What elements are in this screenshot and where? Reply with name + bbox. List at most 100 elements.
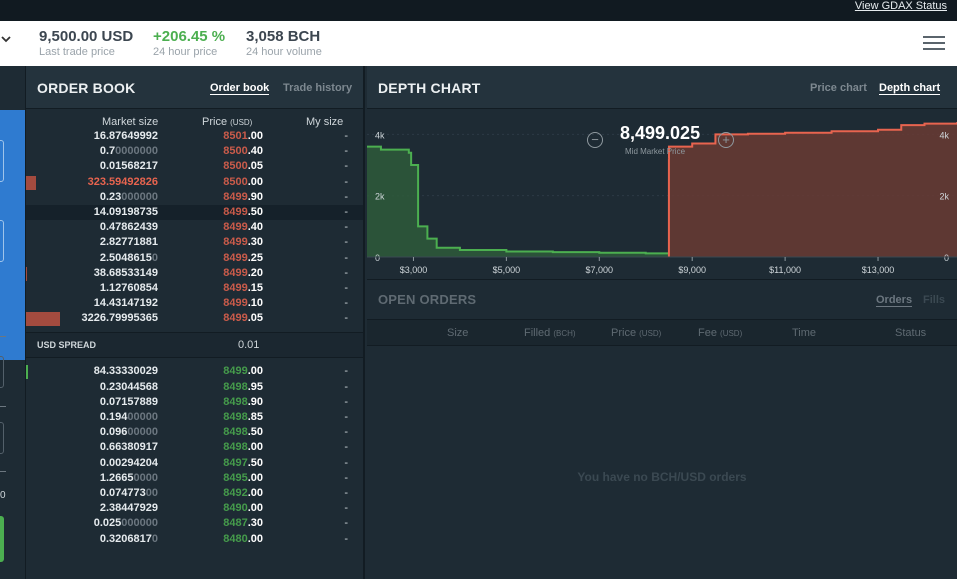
order-book-row[interactable]: 1.26650000 8495.00 - — [26, 471, 363, 486]
open-orders-col: Filled (BCH) — [524, 327, 576, 339]
order-book-row[interactable]: 0.70000000 8500.40 - — [26, 144, 363, 159]
form-input-box[interactable] — [0, 140, 4, 182]
tab-price-chart[interactable]: Price chart — [810, 82, 867, 94]
price-decimals: .30 — [247, 517, 263, 530]
col-label: Time — [792, 327, 817, 339]
zoom-in-icon[interactable]: + — [718, 132, 734, 148]
order-book-row[interactable]: 84.33330029 8499.00 - — [26, 364, 363, 380]
size-trailing-zeros: 00000 — [127, 411, 158, 423]
order-book-row[interactable]: 323.59492826 8500.00 - — [26, 175, 363, 190]
order-book-row[interactable]: 14.09198735 8499.50 - — [26, 204, 363, 221]
row-my-size: - — [344, 221, 348, 234]
price-integer: 8499 — [223, 236, 248, 249]
form-input-box[interactable] — [0, 220, 4, 262]
chevron-down-icon[interactable] — [0, 33, 14, 47]
size-digits: 1.2665 — [99, 471, 134, 484]
size-digits: 0.23 — [99, 190, 122, 203]
divider — [0, 406, 6, 407]
order-book-row[interactable]: 0.19400000 8498.85 - — [26, 410, 363, 425]
price-decimals: .40 — [247, 145, 263, 158]
row-price: 8499.00 — [223, 364, 263, 379]
size-digits: 2.5048615 — [99, 251, 152, 264]
row-price: 8498.85 — [223, 410, 263, 425]
price-integer: 8501 — [223, 130, 248, 142]
row-my-size: - — [344, 130, 348, 142]
zoom-out-icon[interactable]: − — [587, 132, 603, 148]
y-tick-label-right: 0 — [944, 253, 949, 263]
view-gdax-status-link[interactable]: View GDAX Status — [854, 0, 947, 12]
tab-fills[interactable]: Fills — [923, 294, 946, 306]
open-orders-col: Time — [792, 327, 816, 339]
row-my-size: - — [344, 205, 348, 218]
col-label: Fee — [698, 327, 717, 339]
depth-chart-svg[interactable]: 0 0 2k 2k 4k 4k $3,000 $5,000 $7,000 $9,000 $11,00… — [367, 109, 957, 279]
row-market-size: 1.26650000 — [100, 471, 158, 486]
row-my-size: - — [344, 175, 348, 188]
size-trailing-zeros: 000000 — [121, 190, 158, 203]
price-integer: 8490 — [223, 502, 248, 515]
row-my-size: - — [344, 486, 348, 499]
row-my-size: - — [344, 145, 348, 158]
y-tick-label-right: 2k — [939, 192, 949, 202]
order-book-row[interactable]: 14.43147192 8499.10 - — [26, 296, 363, 311]
price-integer: 8497 — [223, 456, 248, 469]
row-market-size: 0.47862439 — [100, 220, 158, 235]
row-my-size: - — [344, 190, 348, 203]
price-decimals: .00 — [247, 175, 263, 188]
order-book-row[interactable]: 0.23000000 8499.90 - — [26, 190, 363, 205]
order-book-row[interactable]: 0.09600000 8498.50 - — [26, 425, 363, 440]
order-book-row[interactable]: 2.50486150 8499.25 - — [26, 251, 363, 266]
order-book-row[interactable]: 0.23044568 8498.95 - — [26, 380, 363, 395]
row-my-size: - — [344, 441, 348, 454]
order-book-row[interactable]: 0.07157889 8498.90 - — [26, 395, 363, 410]
row-market-size: 0.23044568 — [100, 380, 158, 395]
tab-depth-chart[interactable]: Depth chart — [879, 82, 941, 95]
order-book-row[interactable]: 16.87649992 8501.00 - — [26, 129, 363, 144]
row-my-size: - — [344, 297, 348, 310]
row-market-size: 0.70000000 — [100, 144, 158, 159]
menu-icon[interactable] — [923, 36, 945, 52]
order-book-row[interactable]: 1.12760854 8499.15 - — [26, 281, 363, 296]
depth-chart-header: DEPTH CHART Price chart Depth chart — [367, 66, 957, 109]
price-integer: 8498 — [223, 441, 248, 454]
tab-order-book[interactable]: Order book — [210, 82, 270, 95]
price-decimals: .90 — [247, 190, 263, 203]
order-book-row[interactable]: 2.82771881 8499.30 - — [26, 235, 363, 250]
form-input-box[interactable] — [0, 422, 4, 454]
order-book-row[interactable]: 0.07477300 8492.00 - — [26, 486, 363, 501]
tab-trade-history[interactable]: Trade history — [283, 82, 353, 94]
depth-chart-area[interactable]: 0 0 2k 2k 4k 4k $3,000 $5,000 $7,000 $9,000 $11,00… — [367, 109, 957, 279]
order-book-row[interactable]: 0.47862439 8499.40 - — [26, 220, 363, 235]
tab-orders[interactable]: Orders — [876, 294, 913, 307]
volume-label: 24 hour volume — [246, 46, 322, 58]
order-book-row[interactable]: 3226.79995365 8499.05 - — [26, 311, 363, 327]
row-price: 8480.00 — [223, 532, 263, 547]
place-order-button[interactable] — [0, 516, 4, 562]
size-digits: 14.09198735 — [93, 205, 158, 218]
order-book-row[interactable]: 0.32068170 8480.00 - — [26, 532, 363, 547]
col-label: Size — [447, 327, 469, 339]
size-digits: 1.12760854 — [99, 281, 158, 294]
price-decimals: .40 — [247, 221, 263, 234]
col-unit: (USD) — [720, 329, 743, 338]
row-price: 8498.00 — [223, 440, 263, 455]
form-input-box[interactable] — [0, 356, 4, 388]
order-book-row[interactable]: 0.01568217 8500.05 - — [26, 159, 363, 174]
order-book-row[interactable]: 0.00294204 8497.50 - — [26, 456, 363, 471]
order-book-row[interactable]: 0.66380917 8498.00 - — [26, 440, 363, 455]
row-my-size: - — [344, 532, 348, 545]
price-decimals: .95 — [247, 380, 263, 393]
col-unit: (USD) — [639, 329, 662, 338]
open-orders-panel: OPEN ORDERS Orders Fills Size Filled (BCH… — [367, 279, 957, 579]
row-my-size: - — [344, 502, 348, 515]
size-digits: 38.68533149 — [93, 266, 158, 279]
order-book-row[interactable]: 38.68533149 8499.20 - — [26, 266, 363, 281]
order-book-row[interactable]: 2.38447929 8490.00 - — [26, 501, 363, 516]
price-decimals: .05 — [247, 160, 263, 173]
price-integer: 8498 — [223, 426, 248, 439]
size-digits: 3226.79995365 — [81, 312, 158, 325]
order-book-title: ORDER BOOK — [37, 80, 136, 96]
order-book-row[interactable]: 0.025000000 8487.30 - — [26, 516, 363, 531]
row-price: 8499.25 — [223, 251, 263, 266]
x-tick-label: $7,000 — [586, 265, 614, 275]
